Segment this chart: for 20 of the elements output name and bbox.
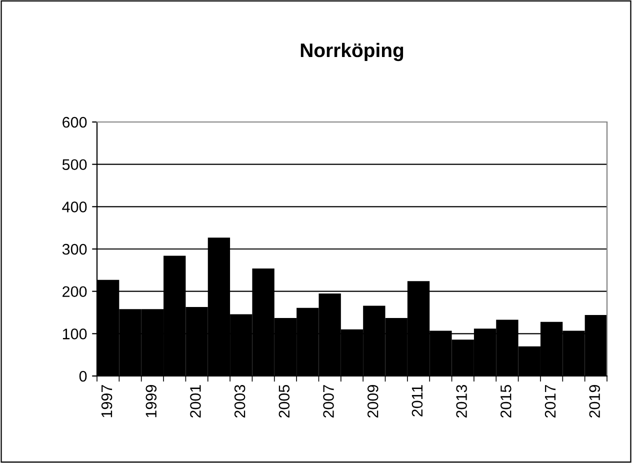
y-tick-label: 600 <box>62 116 87 128</box>
y-tick-label: 200 <box>62 286 87 298</box>
x-tick-label: 2015 <box>500 384 512 418</box>
chart-title: Norrköping <box>300 42 404 62</box>
x-tick-label: 2001 <box>190 385 201 418</box>
x-tick-label: 2011 <box>412 385 423 416</box>
y-tick-label: 400 <box>62 202 87 212</box>
x-tick-label: 2005 <box>278 384 290 418</box>
y-tick-label: 100 <box>62 328 87 340</box>
x-tick-label: 2019 <box>589 385 600 418</box>
x-tick-label: 1999 <box>146 385 157 418</box>
y-tick-label: 0 <box>79 370 87 382</box>
x-tick-label: 2017 <box>544 385 556 418</box>
y-tick-label: 500 <box>62 159 87 170</box>
x-tick-label: 2009 <box>367 385 378 418</box>
y-tick-label: 300 <box>62 244 87 255</box>
x-tick-label: 2003 <box>234 385 246 418</box>
x-tick-label: 1997 <box>101 385 112 418</box>
x-tick-label: 2007 <box>323 385 334 418</box>
x-tick-label: 2013 <box>456 385 467 418</box>
